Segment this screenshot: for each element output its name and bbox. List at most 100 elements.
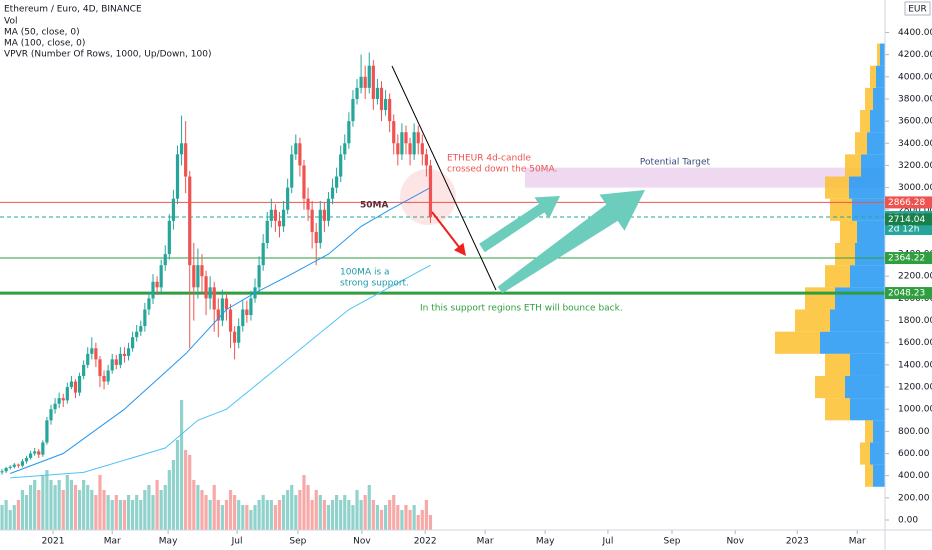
candle-body bbox=[224, 298, 229, 310]
y-tick-label: 1400.00 bbox=[898, 360, 932, 370]
candle-body bbox=[343, 143, 347, 155]
annotation: strong support. bbox=[340, 279, 409, 289]
x-tick-label: Sep bbox=[664, 537, 681, 547]
annotation: 100MA is a bbox=[340, 268, 390, 278]
vpvr-up bbox=[849, 176, 885, 199]
y-tick-label: 2200.00 bbox=[898, 272, 932, 282]
vpvr-up bbox=[830, 309, 885, 332]
candle-body bbox=[396, 143, 400, 155]
vpvr-down bbox=[855, 132, 867, 155]
volume-bar bbox=[114, 495, 118, 530]
candle-body bbox=[261, 243, 265, 266]
volume-bar bbox=[171, 460, 176, 530]
candle-body bbox=[314, 231, 318, 244]
candle-body bbox=[216, 309, 220, 321]
price-label-box bbox=[885, 196, 932, 209]
candle-body bbox=[359, 76, 363, 88]
candle-body bbox=[53, 403, 57, 410]
vpvr-down bbox=[865, 464, 873, 487]
candle-body bbox=[200, 265, 204, 277]
volume-bar bbox=[302, 475, 306, 530]
volume-bar bbox=[306, 485, 310, 530]
volume-bar bbox=[310, 500, 314, 530]
volume-bar bbox=[118, 500, 122, 530]
volume-bar bbox=[330, 500, 335, 530]
volume-bar bbox=[237, 500, 241, 530]
x-tick-label: 2022 bbox=[414, 537, 437, 547]
legend-title: Ethereum / Euro, 4D, BINANCE bbox=[4, 5, 142, 15]
currency-box[interactable] bbox=[904, 1, 931, 16]
candle-body bbox=[306, 198, 310, 210]
candle-body bbox=[237, 326, 241, 343]
candle-body bbox=[424, 154, 428, 166]
volume-bar bbox=[420, 510, 424, 530]
volume-bar bbox=[192, 480, 196, 530]
vpvr-up bbox=[850, 353, 885, 376]
price-label: 2364.22 bbox=[888, 254, 925, 264]
x-tick-label: Nov bbox=[726, 537, 744, 547]
candle-body bbox=[163, 254, 167, 266]
candle-body bbox=[20, 461, 25, 466]
candle-body bbox=[388, 98, 392, 122]
candle-body bbox=[167, 220, 171, 255]
y-tick-label: 1600.00 bbox=[898, 338, 932, 348]
volume-bar bbox=[253, 505, 257, 530]
candle-body bbox=[114, 359, 118, 365]
candle-body bbox=[371, 65, 375, 99]
candle-body bbox=[41, 442, 45, 455]
volume-bar bbox=[167, 470, 171, 530]
candle-body bbox=[184, 143, 188, 177]
volume-bar bbox=[355, 490, 359, 530]
candle-body bbox=[241, 309, 245, 327]
candle-body bbox=[355, 87, 359, 99]
volume-bar bbox=[339, 500, 343, 530]
candle-body bbox=[98, 359, 102, 376]
candle-body bbox=[139, 326, 143, 332]
candle-body bbox=[318, 209, 322, 244]
y-tick-label: 600.00 bbox=[898, 449, 930, 459]
volume-bar bbox=[200, 490, 204, 530]
volume-bar bbox=[94, 495, 98, 530]
volume-bar bbox=[204, 495, 208, 530]
volume-bar bbox=[33, 480, 37, 530]
volume-bar bbox=[326, 505, 331, 530]
moving-average bbox=[10, 264, 431, 479]
volume-bar bbox=[224, 500, 229, 530]
candle-body bbox=[367, 65, 371, 88]
candle-body bbox=[61, 398, 65, 401]
candle-body bbox=[281, 209, 286, 227]
trend-line bbox=[391, 65, 497, 291]
candle-body bbox=[175, 154, 180, 199]
candle-body bbox=[122, 353, 127, 357]
volume-bar bbox=[375, 505, 380, 530]
x-tick-label: Mar bbox=[849, 537, 866, 547]
volume-bar bbox=[290, 485, 294, 530]
volume-bar bbox=[57, 480, 61, 530]
volume-bar bbox=[383, 505, 388, 530]
y-tick-label: 800.00 bbox=[898, 427, 930, 437]
y-tick-label: 2800.00 bbox=[898, 205, 932, 215]
annotation: crossed down the 50MA. bbox=[447, 165, 557, 175]
y-tick-label: 400.00 bbox=[898, 471, 930, 481]
currency-label: EUR bbox=[908, 5, 927, 15]
x-tick-label: Jul bbox=[231, 537, 243, 547]
highlight-circle bbox=[400, 169, 456, 225]
vpvr-down bbox=[825, 176, 849, 199]
candle-body bbox=[29, 453, 33, 458]
candle-body bbox=[383, 98, 388, 111]
volume-bar bbox=[0, 505, 4, 530]
candle-body bbox=[322, 209, 326, 221]
volume-bar bbox=[122, 500, 127, 530]
vpvr-down bbox=[775, 331, 820, 354]
candle-body bbox=[335, 176, 339, 188]
volume-bar bbox=[98, 475, 102, 530]
candle-body bbox=[69, 381, 74, 388]
volume-bar bbox=[139, 500, 143, 530]
volume-bar bbox=[269, 500, 273, 530]
candle-body bbox=[273, 209, 278, 221]
y-tick-label: 1200.00 bbox=[898, 383, 932, 393]
volume-bar bbox=[404, 505, 408, 530]
volume-bar bbox=[265, 500, 269, 530]
